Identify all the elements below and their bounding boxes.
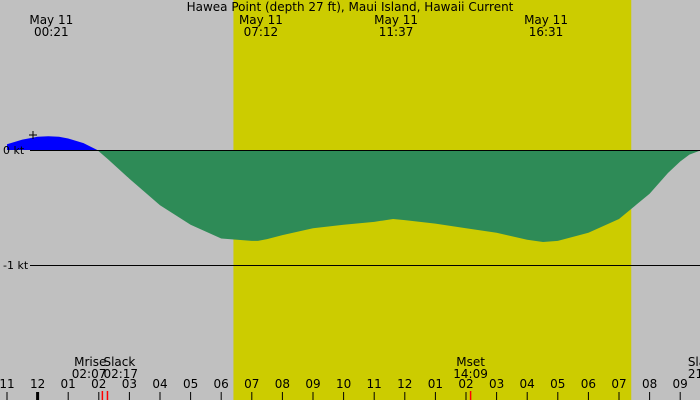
x-tick-label-16: 03 [489, 377, 504, 391]
top-label-date-1: May 11 [239, 13, 283, 27]
event-time-2: 14:09 [453, 367, 488, 381]
x-tick-label-7: 06 [214, 377, 229, 391]
x-tick-label-4: 03 [122, 377, 137, 391]
x-tick-label-14: 01 [428, 377, 443, 391]
top-label-time-2: 11:37 [379, 25, 414, 39]
x-tick-label-11: 10 [336, 377, 351, 391]
event-time-3: 21 [688, 367, 700, 381]
x-tick-label-12: 11 [367, 377, 382, 391]
x-tick-label-8: 07 [244, 377, 259, 391]
x-tick-label-19: 06 [581, 377, 596, 391]
x-tick-label-3: 02 [91, 377, 106, 391]
event-time-1: 02:17 [103, 367, 138, 381]
y-axis-ticks: 0 kt -1 kt [3, 144, 29, 272]
flood-area [7, 136, 98, 150]
top-label-date-0: May 11 [29, 13, 73, 27]
x-tick-label-13: 12 [397, 377, 412, 391]
event-name-3: Sla [688, 355, 700, 369]
event-name-1: Slack [103, 355, 135, 369]
ebb-area [97, 150, 700, 242]
x-tick-label-2: 01 [61, 377, 76, 391]
x-axis-ticks: 11 12 01 02 03 04 05 06 07 08 09 10 11 12 01 02 03 04 05 06… [0, 377, 688, 400]
chart-title: Hawea Point (depth 27 ft), Maui Island, … [187, 0, 514, 14]
y-tick-label-1: -1 kt [3, 259, 29, 272]
x-tick-label-10: 09 [305, 377, 320, 391]
x-tick-label-17: 04 [520, 377, 535, 391]
top-label-time-3: 16:31 [529, 25, 564, 39]
x-tick-label-18: 05 [550, 377, 565, 391]
current-area [7, 136, 700, 242]
x-tick-label-0: 11 [0, 377, 15, 391]
x-tick-label-21: 08 [642, 377, 657, 391]
top-label-date-3: May 11 [524, 13, 568, 27]
x-tick-label-1: 12 [30, 377, 45, 391]
event-name-0: Mrise [74, 355, 106, 369]
x-tick-label-15: 02 [458, 377, 473, 391]
top-label-time-0: 00:21 [34, 25, 69, 39]
x-tick-label-6: 05 [183, 377, 198, 391]
y-tick-label-0: 0 kt [3, 144, 25, 157]
x-tick-label-5: 04 [152, 377, 167, 391]
x-tick-label-22: 09 [673, 377, 688, 391]
x-tick-label-20: 07 [611, 377, 626, 391]
top-label-date-2: May 11 [374, 13, 418, 27]
event-time-0: 02:07 [72, 367, 107, 381]
event-name-2: Mset [456, 355, 485, 369]
top-label-time-1: 07:12 [244, 25, 279, 39]
x-tick-label-9: 08 [275, 377, 290, 391]
zero-and-gridlines [29, 131, 700, 266]
